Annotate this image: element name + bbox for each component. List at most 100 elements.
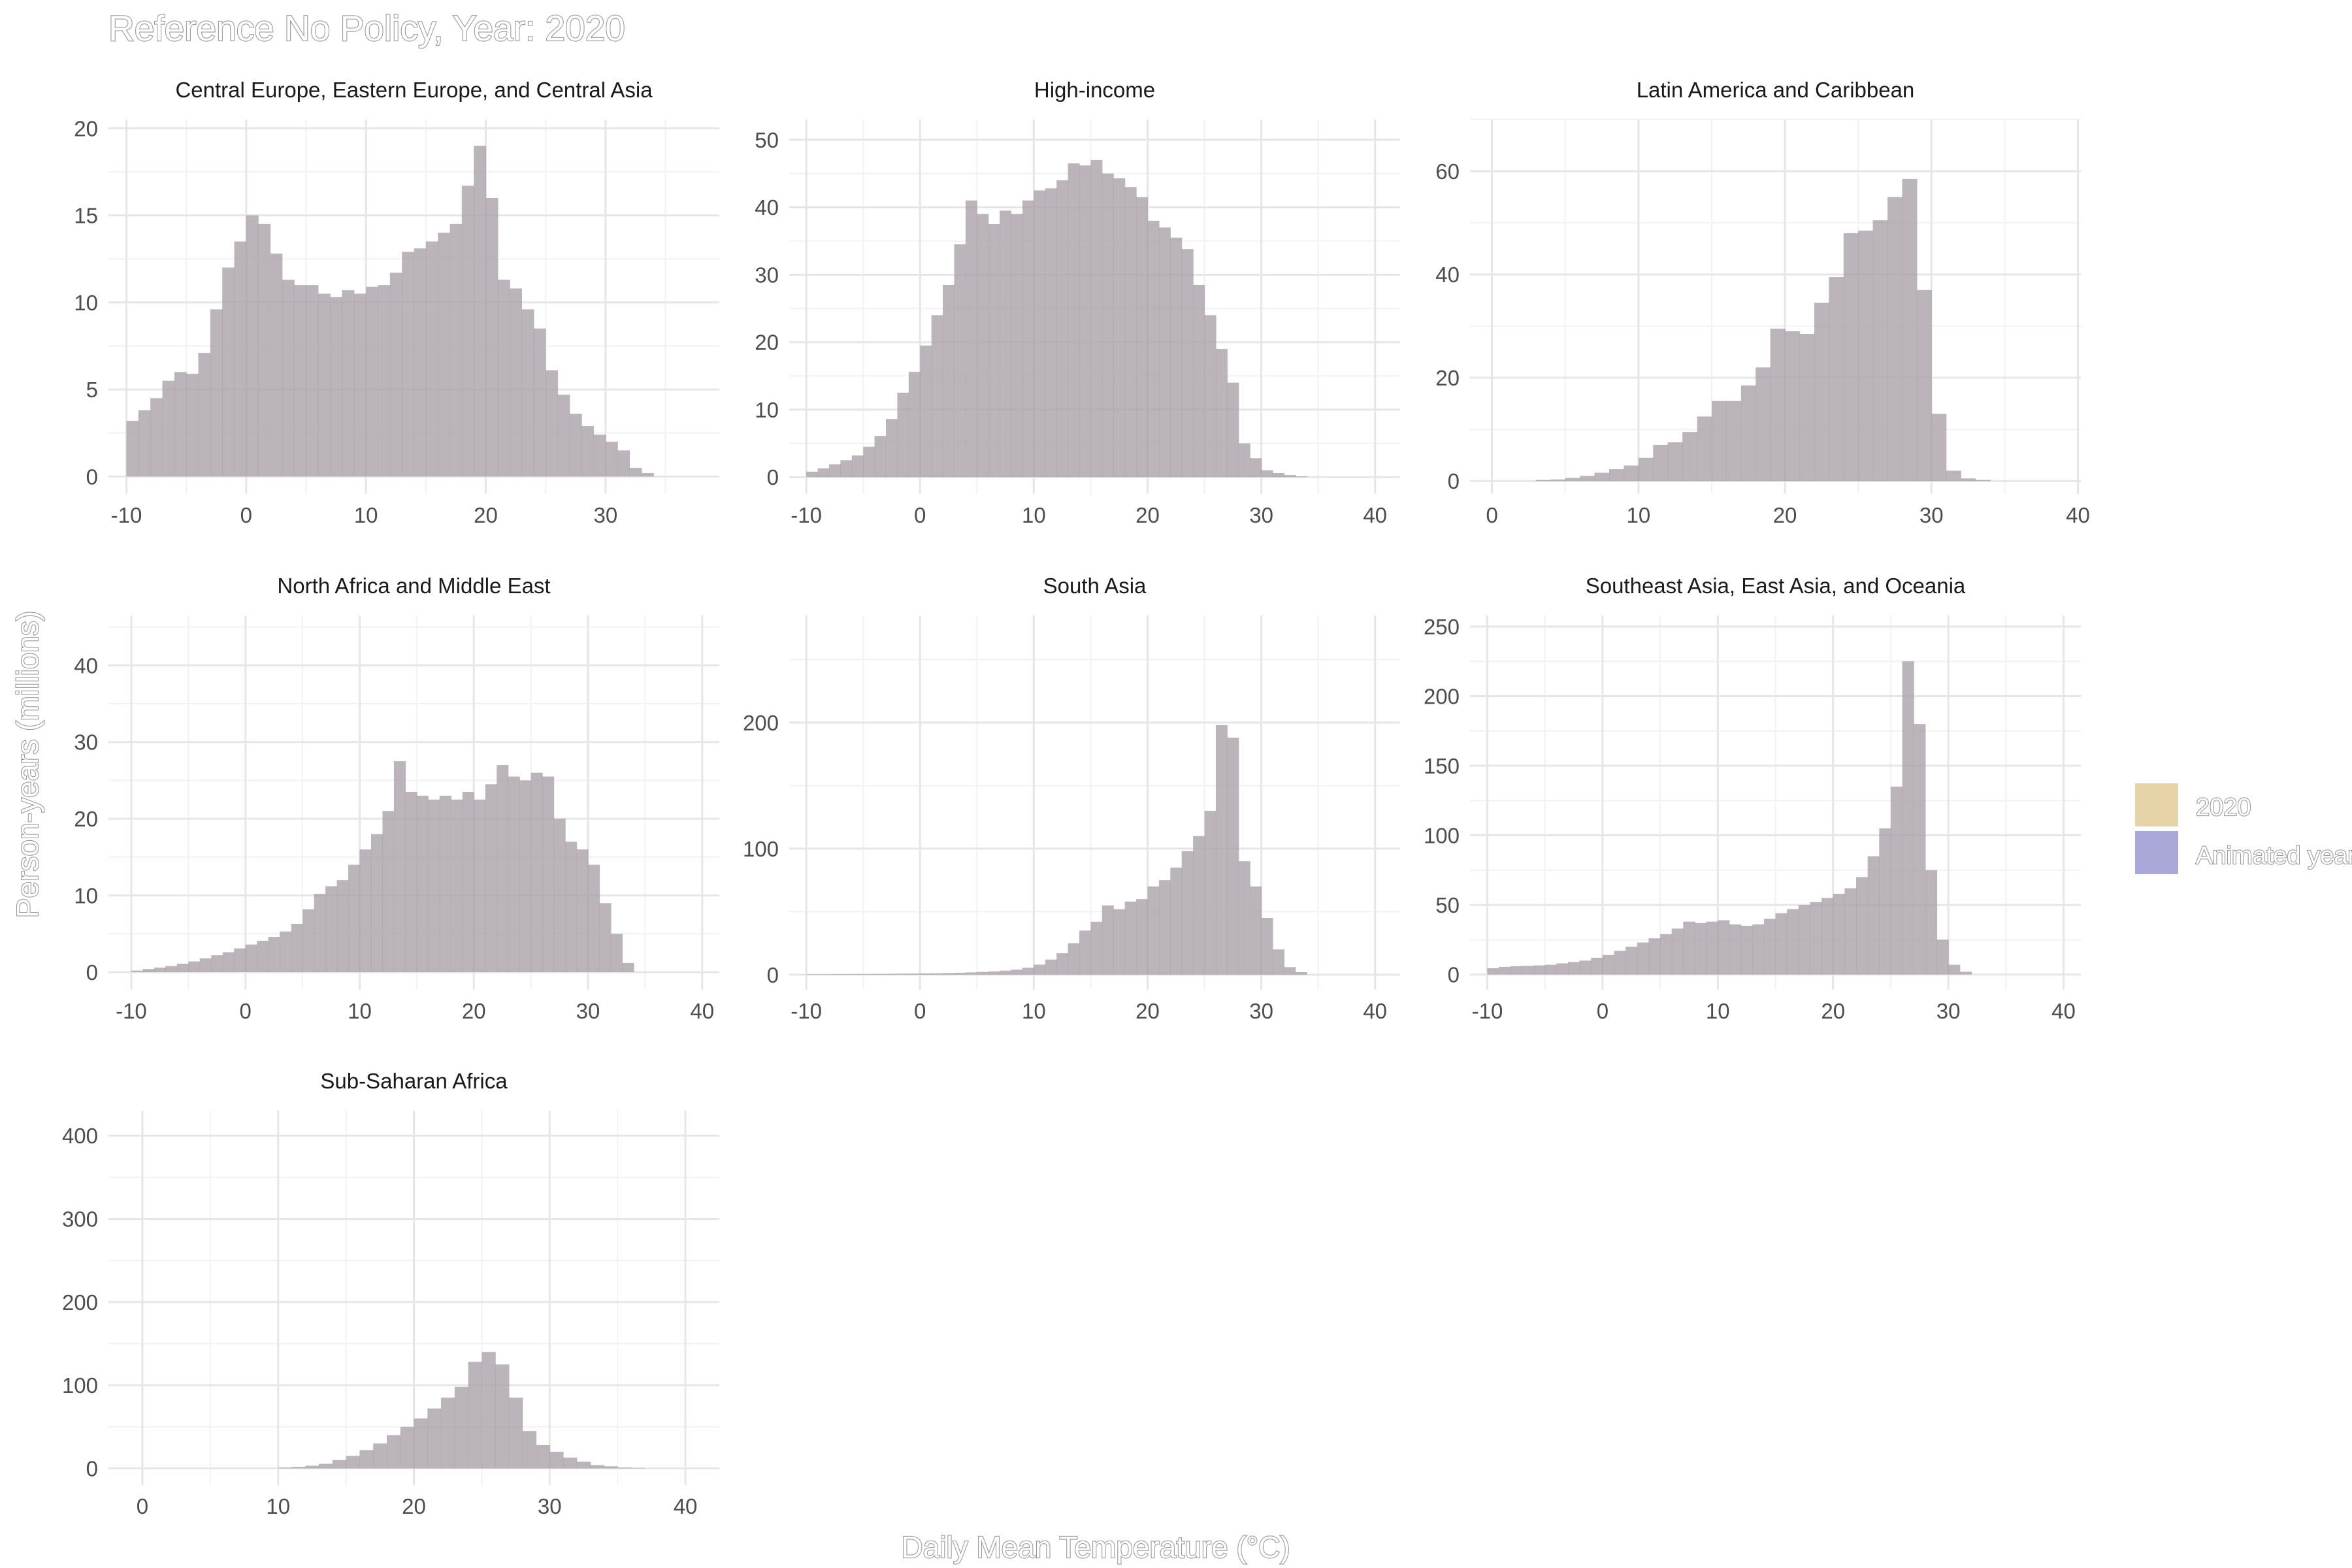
histogram-bar <box>462 792 474 972</box>
histogram-bar <box>278 1467 293 1469</box>
histogram-bar <box>1671 928 1684 975</box>
histogram-bar <box>1056 953 1069 975</box>
histogram-bar <box>386 1435 401 1469</box>
histogram-bar <box>593 434 606 477</box>
histogram-bar <box>1535 480 1551 482</box>
histogram-bar <box>1867 856 1880 975</box>
x-tick-label: -10 <box>791 999 822 1023</box>
histogram-bar <box>522 1431 537 1469</box>
histogram-bar <box>1775 913 1788 975</box>
histogram-bar <box>1936 939 1949 975</box>
histogram-bar <box>622 962 634 972</box>
legend-label-animated-year: Animated year <box>2196 842 2352 870</box>
histogram-bars <box>1535 178 1991 482</box>
histogram-bar <box>1872 220 1888 482</box>
histogram-bar <box>1556 963 1569 975</box>
histogram-bar <box>1250 886 1262 975</box>
histogram-bar <box>1193 836 1205 975</box>
histogram-bar <box>1740 385 1756 482</box>
y-tick-label: 150 <box>1424 754 1460 778</box>
histogram-bar <box>851 455 864 478</box>
histogram-bar <box>138 410 151 477</box>
panel-central-europe-eastern-europe-and-central-asia: -10 0 10 20 30 0 5 10 15 20 Central Europe, Easter… <box>74 78 719 527</box>
histogram-bar <box>610 934 623 972</box>
histogram-bar <box>569 414 582 477</box>
x-tick-label: -10 <box>1472 999 1503 1023</box>
histogram-bar <box>1591 958 1603 975</box>
histogram-bar <box>565 841 578 972</box>
histogram-bar <box>1090 921 1103 975</box>
histogram-bar <box>1068 943 1080 975</box>
panel-title: Central Europe, Eastern Europe, and Cent… <box>175 78 653 102</box>
histogram-bar <box>366 286 379 477</box>
x-tick-label: -10 <box>791 503 822 527</box>
histogram-bar <box>1272 472 1285 478</box>
histogram-bar <box>1170 237 1183 478</box>
histogram-bar <box>954 972 966 975</box>
histogram-bar <box>1124 901 1137 975</box>
histogram-bar <box>817 974 830 975</box>
histogram-bar <box>199 958 212 972</box>
histogram-bar <box>165 966 178 972</box>
histogram-bar <box>1799 333 1815 482</box>
histogram-bar <box>294 285 307 477</box>
histogram-bar <box>1879 828 1891 975</box>
histogram-bar <box>198 353 211 477</box>
histogram-bar <box>908 973 921 975</box>
y-tick-label: 0 <box>1448 963 1460 987</box>
histogram-bar <box>1102 905 1114 975</box>
y-tick-label: 300 <box>62 1207 98 1232</box>
panel-north-africa-and-middle-east: -10 0 10 20 30 40 0 10 20 30 40 North Africa and Mi… <box>74 574 719 1023</box>
histogram-bar <box>414 1418 428 1469</box>
histogram-bar <box>1147 886 1160 975</box>
histogram-bar <box>268 936 280 972</box>
histogram-bar <box>1102 173 1114 478</box>
histogram-bar <box>370 834 384 972</box>
histogram-bar <box>828 464 841 478</box>
histogram-bar <box>291 1467 306 1469</box>
panel-title: High-income <box>1034 78 1155 102</box>
histogram-bar <box>977 972 989 975</box>
y-tick-label: 100 <box>62 1373 98 1397</box>
panel-title: South Asia <box>1043 574 1147 598</box>
histogram-bar <box>1726 400 1742 482</box>
x-tick-label: 10 <box>1626 503 1650 527</box>
x-tick-label: 10 <box>266 1494 290 1518</box>
y-tick-label: 10 <box>755 398 779 422</box>
y-tick-label: 50 <box>755 128 779 152</box>
histogram-bar <box>1090 159 1103 478</box>
histogram-bar <box>234 948 246 972</box>
histogram-bar <box>1045 188 1057 478</box>
y-tick-label: 20 <box>74 807 98 831</box>
histogram-bar <box>474 799 486 972</box>
histogram-bar <box>359 1450 374 1469</box>
histogram-bar <box>1667 442 1683 482</box>
histogram-bar <box>270 253 283 477</box>
y-tick-label: 0 <box>767 465 779 489</box>
histogram-bar <box>1079 165 1092 478</box>
x-tick-label: 0 <box>1486 503 1497 527</box>
histogram-bar <box>1959 972 1972 975</box>
histogram-bar <box>482 1352 496 1469</box>
histogram-bar <box>1638 457 1654 482</box>
histogram-bar <box>222 267 235 477</box>
histogram-bar <box>1948 964 1961 975</box>
histogram-bars <box>131 761 634 972</box>
histogram-bar <box>1975 480 1991 482</box>
histogram-bars <box>278 1352 645 1469</box>
histogram-bar <box>1550 479 1566 482</box>
x-tick-label: 20 <box>1135 503 1160 527</box>
histogram-bar <box>897 393 909 478</box>
histogram-bar <box>306 285 319 477</box>
x-tick-label: 40 <box>2051 999 2076 1023</box>
histogram-bar <box>806 471 819 478</box>
histogram-bar <box>1181 851 1194 975</box>
x-tick-label: 10 <box>1706 999 1730 1023</box>
histogram-bar <box>588 864 600 972</box>
histogram-bar <box>497 764 509 972</box>
histogram-bar <box>154 967 166 972</box>
histogram-bar <box>1136 899 1149 975</box>
histogram-bar <box>1079 930 1092 975</box>
histogram-bar <box>126 421 139 477</box>
